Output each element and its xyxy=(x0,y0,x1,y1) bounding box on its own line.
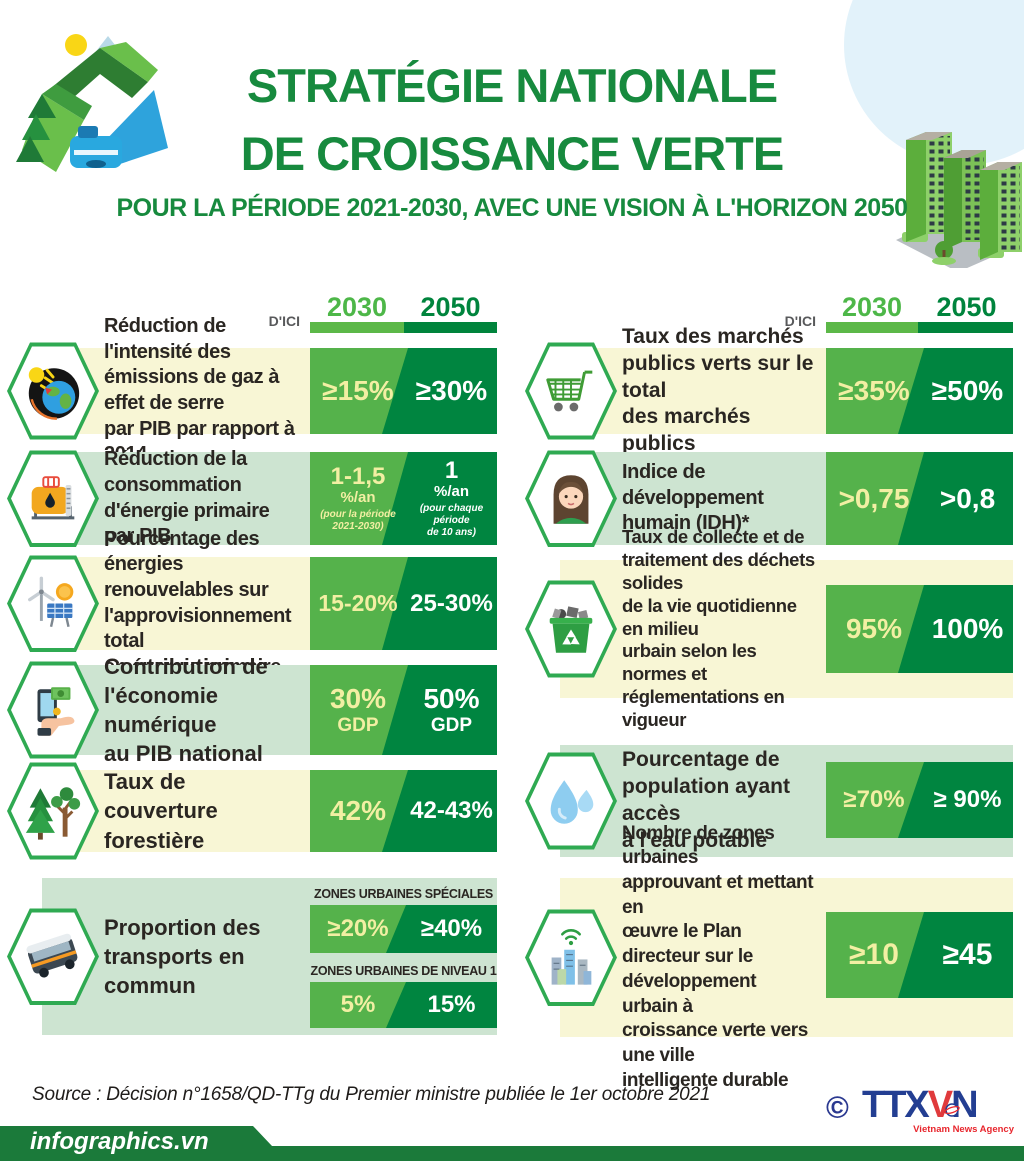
indicator-text: Pourcentage de population ayant accès à … xyxy=(622,748,790,852)
right-2030-bar xyxy=(826,322,918,333)
value-2030: 1-1,5 %/an (pour la période 2021-2030) xyxy=(320,463,396,532)
value-2050: ≥50% xyxy=(931,375,1004,407)
indicator-values: ≥35% ≥50% xyxy=(826,348,1013,434)
indicator-text: Taux de couverture forestière xyxy=(104,769,218,853)
page-title-line2: DE CROISSANCE VERTE xyxy=(240,127,784,180)
indicator-row-hdi: Indice de développement humain (IDH)* >0… xyxy=(525,450,1013,547)
copyright-icon: © xyxy=(826,1090,849,1125)
value-2030: 95% xyxy=(845,613,903,645)
indicator-row-public-transport: Proportion des transports en commun ZONE… xyxy=(7,878,497,1035)
value-2030: 30% GDP xyxy=(329,682,387,737)
indicator-row-emissions: Réduction de l'intensité des émissions d… xyxy=(7,315,497,465)
value-2050: 42-43% xyxy=(410,797,493,825)
indicator-values: 30% GDP 50% GDP xyxy=(310,665,497,755)
value-2050: ≥30% xyxy=(415,375,488,407)
indicator-text: Taux de collecte et de traitement des dé… xyxy=(622,526,815,731)
site-link[interactable]: infographics.vn xyxy=(30,1128,209,1155)
green-buildings-illustration xyxy=(896,132,1022,268)
indicator-values: 15-20% 25-30% xyxy=(310,557,497,650)
value-2050: ≥45 xyxy=(942,938,993,972)
drinking-water-icon xyxy=(525,752,617,850)
value-2050: >0,8 xyxy=(939,482,996,514)
indicator-row-primary-energy: Réduction de la consommation d'énergie p… xyxy=(7,448,497,548)
ttxvn-logo: © TTXVN Vietnam News Agency xyxy=(826,1084,1016,1138)
value-2030: ≥15% xyxy=(322,375,394,407)
indicator-row-green-procurement: Taux des marchés publics verts sur le to… xyxy=(525,324,1013,456)
zone-label-special: ZONES URBAINES SPÉCIALES xyxy=(314,887,493,901)
value-2050: 50% GDP xyxy=(423,682,480,737)
indicator-text: Réduction de la consommation d'énergie p… xyxy=(104,448,270,548)
globe-icon xyxy=(944,1103,960,1117)
right-2050-label: 2050 xyxy=(936,292,997,322)
indicator-values: >0,75 >0,8 xyxy=(826,452,1013,545)
value-2030: ≥10 xyxy=(849,938,899,972)
value-2030: ≥70% xyxy=(843,786,905,814)
indicator-row-drinking-water: Pourcentage de population ayant accès à … xyxy=(525,745,1013,857)
indicator-text: Pourcentage des énergies renouvelables s… xyxy=(104,528,292,678)
indicator-values: 1-1,5 %/an (pour la période 2021-2030) 1… xyxy=(310,452,497,545)
value-2050: ≥40% xyxy=(420,915,483,943)
right-2050-bar xyxy=(918,322,1013,333)
indicator-row-digital-economy: Contribution de l'économie numérique au … xyxy=(7,653,497,767)
solid-waste-icon xyxy=(525,580,617,678)
indicator-values: ≥10 ≥45 xyxy=(826,912,1013,998)
forest-cover-icon xyxy=(7,762,99,860)
value-2050: 25-30% xyxy=(410,589,493,617)
renewable-energy-icon xyxy=(7,555,99,652)
indicator-text: Réduction de l'intensité des émissions d… xyxy=(104,315,295,465)
indicator-row-forest: Taux de couverture forestière 42% 42-43% xyxy=(7,762,497,860)
recycle-landscape-illustration xyxy=(16,34,168,172)
digital-economy-icon xyxy=(7,661,99,759)
indicator-values: 95% 100% xyxy=(826,585,1013,673)
left-2050-label: 2050 xyxy=(420,292,481,322)
indicator-row-solid-waste: Taux de collecte et de traitement des dé… xyxy=(525,526,1013,731)
value-2030: 15-20% xyxy=(318,590,398,617)
value-2030: ≥35% xyxy=(838,375,910,407)
earth-emissions-icon xyxy=(7,342,99,440)
left-2050-bar xyxy=(404,322,497,333)
human-development-icon xyxy=(525,450,617,547)
left-2030-bar xyxy=(310,322,404,333)
page-title-line1: STRATÉGIE NATIONALE xyxy=(246,59,778,112)
indicator-text: Contribution de l'économie numérique au … xyxy=(104,653,268,767)
value-2050: 15% xyxy=(427,991,476,1019)
source-note: Source : Décision n°1658/QD-TTg du Premi… xyxy=(32,1084,711,1105)
value-2030: ≥20% xyxy=(327,915,389,943)
indicator-row-smart-city: Nombre de zones urbaines approuvant et m… xyxy=(525,823,1013,1091)
value-2030: 42% xyxy=(329,795,387,827)
indicator-values: 42% 42-43% xyxy=(310,770,497,852)
left-dici-label: D'ICI xyxy=(268,313,300,329)
value-2050: ≥ 90% xyxy=(933,786,1002,814)
zone-values-special: ≥20% ≥40% xyxy=(310,905,497,953)
green-procurement-icon xyxy=(525,342,617,440)
value-2050: 100% xyxy=(931,613,1004,645)
page-subtitle: POUR LA PÉRIODE 2021-2030, AVEC UNE VISI… xyxy=(116,194,908,222)
indicator-text: Indice de développement humain (IDH)* xyxy=(622,461,764,535)
zone-label-level1: ZONES URBAINES DE NIVEAU 1 xyxy=(310,964,497,978)
indicator-text: Taux des marchés publics verts sur le to… xyxy=(622,324,814,456)
primary-energy-icon xyxy=(7,450,99,547)
smart-city-icon xyxy=(525,909,617,1006)
right-2030-label: 2030 xyxy=(841,292,903,322)
right-dici-label: D'ICI xyxy=(784,313,816,329)
value-2030: 5% xyxy=(340,991,376,1019)
indicator-values: ≥70% ≥ 90% xyxy=(826,762,1013,838)
value-2050: 1 %/an (pour chaque période de 10 ans) xyxy=(419,457,484,538)
indicator-text: Nombre de zones urbaines approuvant et m… xyxy=(622,823,814,1091)
agency-subtitle: Vietnam News Agency xyxy=(913,1124,1014,1135)
indicator-text: Proportion des transports en commun xyxy=(104,914,261,999)
value-2030: >0,75 xyxy=(838,482,910,514)
indicator-values: ≥15% ≥30% xyxy=(310,348,497,434)
left-2030-label: 2030 xyxy=(326,292,388,322)
public-transport-icon xyxy=(7,908,99,1005)
zone-values-level1: 5% 15% xyxy=(310,982,497,1028)
indicator-row-renewables: Pourcentage des énergies renouvelables s… xyxy=(7,528,497,678)
